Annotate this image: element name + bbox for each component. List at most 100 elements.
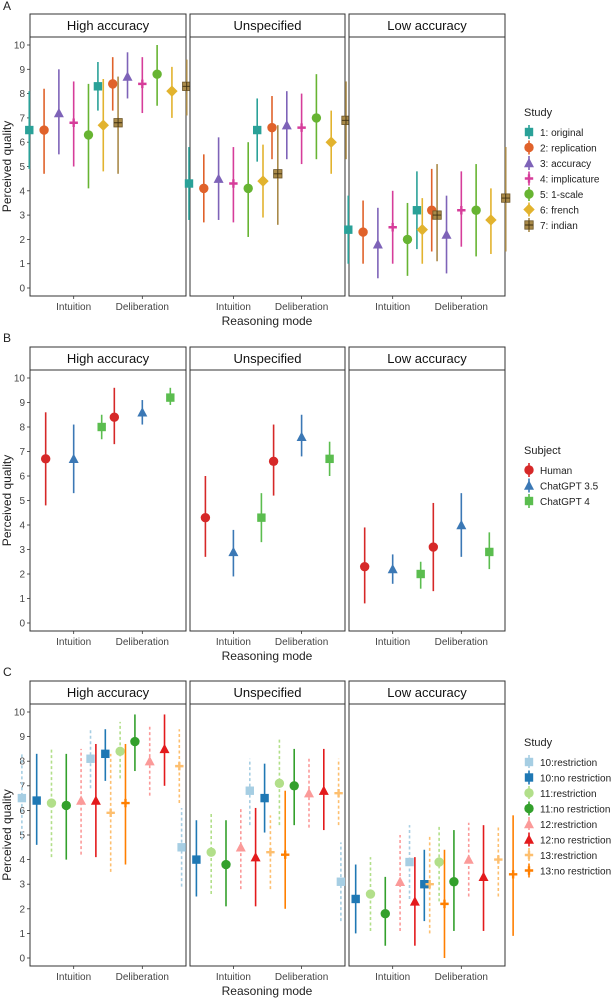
data-point: [101, 749, 110, 759]
data-point: [494, 855, 503, 864]
y-tick-label: 9: [19, 65, 25, 76]
y-tick-label: 0: [19, 619, 25, 630]
y-tick-label: 5: [19, 162, 25, 173]
data-point: [478, 871, 489, 882]
y-tick-label: 10: [14, 41, 26, 52]
x-tick-label: Intuition: [56, 302, 91, 313]
data-point: [273, 169, 283, 179]
legend-key-marker: [523, 203, 535, 216]
data-point: [289, 781, 299, 791]
data-point: [351, 894, 360, 904]
data-point: [228, 546, 239, 557]
data-point: [267, 122, 277, 133]
data-point: [508, 870, 518, 879]
legend-label: 13:no restriction: [540, 867, 611, 878]
y-tick-label: 4: [19, 855, 25, 866]
data-point: [409, 896, 420, 906]
facet-title: High accuracy: [67, 18, 150, 33]
legend: Study 10:restriction 10:no restriction 11:r…: [524, 737, 611, 878]
facet-low-accuracy: Low accuracy Intuition Deliberation: [336, 680, 518, 983]
data-point: [144, 756, 155, 766]
data-point: [359, 561, 370, 572]
y-tick-label: 3: [19, 880, 25, 891]
facet-unspecified: Unspecified Intuition Deliberation: [184, 13, 351, 313]
data-point: [257, 175, 269, 187]
y-tick-label: 6: [19, 472, 25, 483]
data-point: [76, 795, 87, 805]
data-point: [235, 842, 246, 852]
data-point: [245, 786, 254, 795]
x-tick-label: Deliberation: [116, 637, 169, 648]
data-point: [113, 118, 123, 128]
y-tick-label: 1: [19, 594, 25, 605]
legend-key-marker: [524, 850, 534, 860]
y-tick-label: 5: [19, 831, 25, 842]
legend-label: 11:restriction: [540, 789, 597, 800]
legend: Study 1: original 2: replication 3: accurac…: [523, 107, 600, 232]
legend-label: 5: 1-scale: [540, 190, 584, 201]
y-axis-title: Perceived quality: [0, 789, 14, 880]
data-point: [416, 569, 425, 579]
y-tick-label: 8: [19, 423, 25, 434]
facet-high-accuracy: High accuracy Intuition Deliberation: [17, 680, 199, 983]
data-point: [405, 857, 414, 867]
data-point: [456, 519, 467, 530]
legend-key-marker: [524, 189, 534, 199]
y-tick-label: 10: [14, 708, 26, 719]
data-point: [416, 223, 428, 236]
facet-low-accuracy: Low accuracy Intuition Deliberation: [348, 346, 506, 648]
facet-plot-area: [348, 36, 506, 297]
y-tick-label: 1: [19, 259, 25, 270]
legend-key-marker: [524, 818, 534, 829]
x-tick-label: Intuition: [216, 302, 251, 313]
data-point: [130, 736, 140, 747]
data-point: [253, 125, 262, 135]
y-tick-label: 6: [19, 138, 25, 149]
x-tick-label: Deliberation: [435, 972, 488, 983]
data-point: [297, 123, 306, 132]
x-tick-label: Deliberation: [435, 302, 488, 313]
x-tick-label: Intuition: [216, 637, 251, 648]
x-tick-label: Intuition: [375, 637, 410, 648]
legend: Subject Human ChatGPT 3.5 ChatGPT 4: [524, 445, 599, 508]
legend-label: 3: accuracy: [540, 159, 591, 170]
data-point: [387, 563, 398, 574]
data-point: [206, 847, 216, 857]
legend-title: Study: [524, 107, 553, 119]
legend-key-marker: [524, 142, 534, 153]
x-tick-label: Deliberation: [435, 637, 488, 648]
facet-plot-area: [29, 36, 187, 297]
data-point: [274, 778, 285, 789]
y-tick-label: 2: [19, 235, 25, 246]
data-point: [485, 214, 497, 226]
data-point: [108, 79, 118, 89]
legend-key-marker: [524, 174, 534, 183]
data-point: [425, 880, 434, 889]
data-point: [296, 431, 307, 441]
data-point: [137, 407, 148, 417]
x-axis-title: Reasoning mode: [222, 984, 313, 998]
legend-title: Subject: [524, 445, 561, 457]
data-point: [250, 851, 261, 862]
y-tick-label: 1: [19, 929, 25, 940]
facet-title: Low accuracy: [387, 18, 467, 33]
data-point: [243, 183, 253, 194]
legend-label: Human: [540, 466, 572, 477]
data-point: [199, 183, 209, 194]
legend-label: 12:restriction: [540, 820, 597, 831]
data-point: [32, 796, 41, 805]
facet-title: Unspecified: [234, 351, 302, 366]
legend-key-marker: [524, 496, 534, 506]
data-point: [449, 877, 459, 887]
x-tick-label: Deliberation: [116, 972, 169, 983]
x-tick-label: Intuition: [56, 972, 91, 983]
facet-title: Low accuracy: [387, 351, 467, 366]
facet-title: Unspecified: [234, 685, 302, 700]
facet-low-accuracy: Low accuracy Intuition Deliberation: [344, 13, 511, 313]
y-tick-label: 7: [19, 447, 25, 458]
facet-plot-area: [189, 369, 346, 632]
data-point: [388, 223, 397, 232]
x-tick-label: Intuition: [216, 972, 251, 983]
panel-label: A: [3, 0, 11, 13]
